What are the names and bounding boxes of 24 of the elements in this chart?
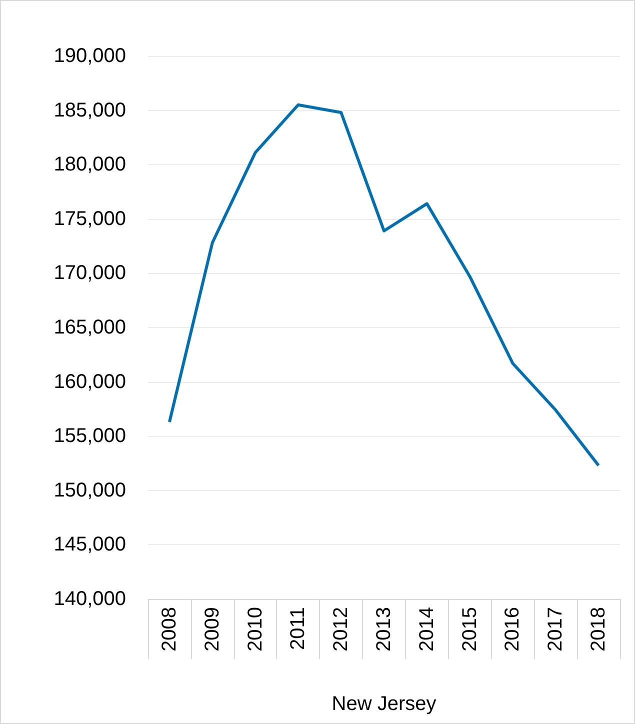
x-tick-label: 2010: [244, 607, 266, 652]
y-tick-label: 145,000: [54, 534, 126, 556]
y-tick-label: 150,000: [54, 479, 126, 502]
x-tick-label: 2008: [158, 607, 180, 652]
y-tick-label: 165,000: [54, 316, 126, 338]
x-tick-label: 2016: [502, 607, 524, 652]
y-tick-label: 170,000: [54, 262, 126, 284]
y-tick-label: 190,000: [54, 45, 126, 67]
y-tick-label: 175,000: [54, 208, 126, 230]
x-tick-label: 2012: [330, 607, 352, 652]
y-tick-label: 180,000: [54, 154, 126, 176]
y-tick-label: 155,000: [54, 425, 126, 448]
x-tick-label: 2011: [287, 607, 310, 650]
y-tick-label: 140,000: [54, 588, 126, 610]
x-tick-label: 2014: [416, 607, 438, 652]
x-axis-title: New Jersey: [332, 693, 436, 715]
x-tick-label: 2013: [373, 607, 395, 652]
y-tick-label: 160,000: [54, 370, 126, 393]
x-tick-label: 2017: [544, 607, 567, 652]
x-tick-label: 2015: [458, 607, 481, 652]
y-tick-label: 185,000: [54, 99, 126, 122]
line-series: [168, 103, 600, 467]
x-tick-label: 2018: [588, 607, 610, 652]
x-tick-label: 2009: [201, 607, 224, 652]
